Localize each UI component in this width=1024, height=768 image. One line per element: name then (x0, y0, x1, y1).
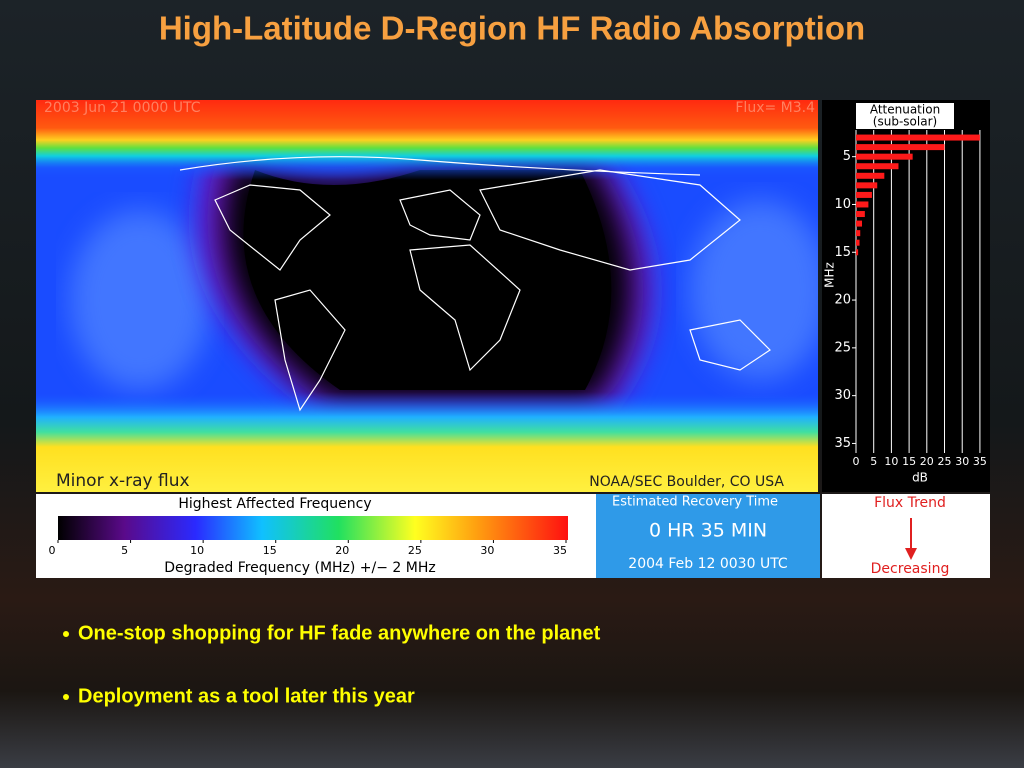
bar (856, 230, 861, 237)
scale-title: Highest Affected Frequency (178, 496, 371, 512)
map-flux: Flux= M3.4 (735, 100, 815, 116)
scale-label: Degraded Frequency (MHz) +/− 2 MHz (164, 560, 436, 576)
scale-tick-label: 0 (49, 544, 56, 557)
x-tick-label: 5 (870, 455, 877, 468)
flux-trend-title: Flux Trend (874, 495, 946, 511)
map-source: NOAA/SEC Boulder, CO USA (589, 474, 784, 490)
attenuation-x-label: dB (912, 471, 928, 485)
map-xray-status: Minor x-ray flux (56, 471, 190, 491)
bar (856, 144, 945, 151)
bar (856, 134, 980, 141)
scale-tick-label: 35 (553, 544, 567, 557)
y-tick-label: 25 (834, 340, 851, 355)
bar (856, 201, 869, 208)
bullet-text: Deployment as a tool later this year (78, 685, 415, 707)
attenuation-subtitle: (sub-solar) (873, 115, 937, 129)
recovery-panel (596, 494, 820, 578)
map: 2003 Jun 21 0000 UTC Flux= M3.4 Minor x-… (36, 100, 818, 492)
attenuation-title-box (856, 103, 954, 129)
scale-tick-label: 10 (190, 544, 204, 557)
x-tick-label: 20 (920, 455, 934, 468)
bar (856, 249, 859, 256)
scale-tick-label: 5 (121, 544, 128, 557)
bullet-dot (63, 694, 69, 700)
bar (856, 172, 885, 179)
bar (856, 211, 865, 218)
bullet-dot (63, 631, 69, 637)
x-tick-label: 15 (902, 455, 916, 468)
attenuation-title: Attenuation (870, 103, 940, 117)
flux-trend-value: Decreasing (871, 561, 950, 577)
recovery-time: 0 HR 35 MIN (649, 520, 767, 542)
y-tick-label: 5 (843, 149, 851, 164)
bullet-text: One-stop shopping for HF fade anywhere o… (78, 622, 601, 644)
scale-tick-label: 20 (335, 544, 349, 557)
flux-trend-panel (822, 494, 990, 578)
y-tick-label: 15 (834, 245, 851, 260)
y-tick-label: 30 (834, 388, 851, 403)
bar (856, 191, 872, 198)
bar (856, 153, 913, 160)
scale-tick-label: 25 (408, 544, 422, 557)
scale-tick-label: 15 (263, 544, 277, 557)
map-timestamp: 2003 Jun 21 0000 UTC (44, 100, 201, 116)
x-tick-label: 10 (884, 455, 898, 468)
bar (856, 239, 860, 246)
recovery-timestamp: 2004 Feb 12 0030 UTC (628, 556, 788, 572)
bar (856, 220, 863, 227)
y-tick-label: 20 (834, 293, 851, 308)
attenuation-y-label: MHz (823, 262, 837, 288)
x-tick-label: 0 (853, 455, 860, 468)
trend-arrow-head (905, 548, 917, 560)
bar (856, 163, 899, 170)
scale-tick-label: 30 (480, 544, 494, 557)
slide-title: High-Latitude D-Region HF Radio Absorpti… (159, 10, 865, 47)
x-tick-label: 25 (938, 455, 952, 468)
y-tick-label: 10 (834, 197, 851, 212)
bar (856, 182, 878, 189)
x-tick-label: 35 (973, 455, 987, 468)
x-tick-label: 30 (955, 455, 969, 468)
recovery-title: Estimated Recovery Time (612, 495, 778, 510)
color-scale (58, 516, 568, 540)
y-tick-label: 35 (834, 436, 851, 451)
